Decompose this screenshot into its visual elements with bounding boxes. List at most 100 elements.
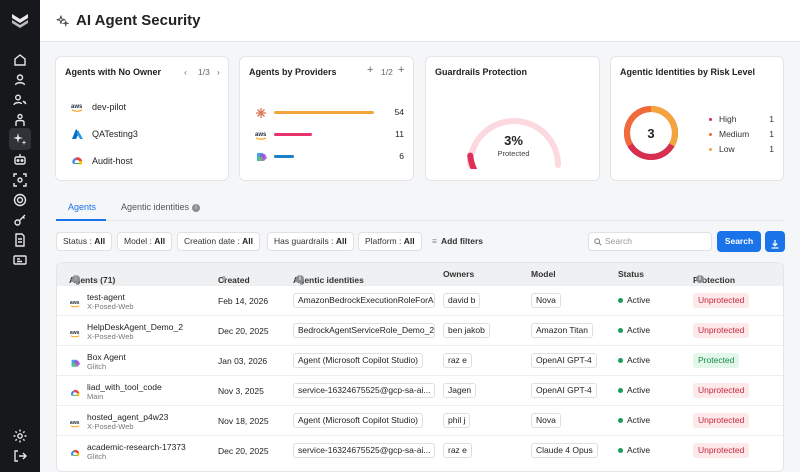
search-icon	[594, 238, 602, 246]
card-guardrails: Guardrails Protection 3% Protected	[425, 56, 600, 181]
robot-icon[interactable]	[12, 152, 28, 168]
owner-chip[interactable]: phil j	[443, 413, 471, 428]
app-logo-icon[interactable]	[10, 10, 30, 30]
sort-icon[interactable]: ⇕	[72, 276, 78, 283]
page-title: AI Agent Security	[76, 12, 201, 29]
svg-text:aws: aws	[71, 104, 83, 110]
radar-icon[interactable]	[12, 192, 28, 208]
status-badge: Active	[618, 415, 650, 425]
filter-model[interactable]: Model : All	[117, 232, 173, 251]
card-title: Guardrails Protection	[435, 67, 528, 77]
owner-chip[interactable]: ben jakob	[443, 323, 490, 338]
provider-count: 6	[399, 151, 404, 161]
home-icon[interactable]	[12, 52, 28, 68]
anthropic-logo-icon	[254, 106, 268, 118]
model-chip: OpenAI GPT-4	[531, 383, 597, 398]
add-icon[interactable]: +	[367, 64, 374, 76]
agent-name[interactable]: test-agent	[87, 292, 125, 302]
owner-chip[interactable]: Jagen	[443, 383, 477, 398]
document-icon[interactable]	[12, 232, 28, 248]
provider-bar	[274, 110, 374, 114]
status-dot	[618, 447, 623, 453]
protection-badge: Unprotected	[693, 323, 750, 338]
table-row[interactable]: Box Agent Glitch Jan 03, 2026 Agent (Mic…	[57, 345, 783, 375]
search-input[interactable]: Search	[588, 232, 712, 251]
prev-page-icon[interactable]: ‹	[184, 67, 187, 77]
identity-chip[interactable]: Agent (Microsoft Copilot Studio)	[293, 353, 423, 368]
status-dot	[618, 297, 623, 303]
filter-lines-icon: ≡	[432, 236, 437, 246]
agent-name[interactable]: academic-research-17373	[87, 442, 186, 452]
logout-icon[interactable]	[12, 448, 28, 464]
protection-badge: Unprotected	[693, 293, 750, 308]
download-icon[interactable]	[765, 231, 785, 252]
list-item[interactable]: QATesting3	[70, 127, 138, 141]
legend-medium: Medium 1	[709, 129, 774, 139]
table-row[interactable]: academic-research-17373 Glitch Dec 20, 2…	[57, 435, 783, 465]
person-icon[interactable]	[12, 112, 28, 128]
filter-status[interactable]: Status : All	[56, 232, 113, 251]
provider-count: 54	[394, 107, 404, 117]
user-key-icon[interactable]	[12, 92, 28, 108]
info-icon: i	[192, 203, 201, 212]
card-no-owner: Agents with No Owner ‹ 1/3 › aws dev-pil…	[55, 56, 229, 181]
table-row[interactable]: liad_with_tool_code Main Nov 3, 2025 ser…	[57, 375, 783, 405]
agent-name[interactable]: HelpDeskAgent_Demo_2	[87, 322, 183, 332]
filter-platform[interactable]: Platform : All	[358, 232, 422, 251]
identity-chip[interactable]: service-16324675525@gcp-sa-ai...	[293, 383, 435, 398]
add-icon[interactable]: +	[398, 64, 405, 76]
agent-platform: X-Posed-Web	[87, 422, 134, 431]
agent-name[interactable]: hosted_agent_p4w23	[87, 412, 169, 422]
tab-agents[interactable]: Agents	[68, 202, 97, 212]
search-button[interactable]: Search	[717, 231, 761, 252]
owner-chip[interactable]: raz e	[443, 353, 472, 368]
next-page-icon[interactable]: ›	[217, 67, 220, 77]
identity-chip[interactable]: service-16324675525@gcp-sa-ai...	[293, 443, 435, 458]
aws-logo-icon: aws	[69, 415, 81, 427]
list-item[interactable]: aws dev-pilot	[71, 102, 127, 112]
agent-name[interactable]: liad_with_tool_code	[87, 382, 162, 392]
add-filters-button[interactable]: ≡ Add filters	[432, 236, 483, 246]
risk-donut	[624, 106, 678, 160]
ai-sparkle-icon[interactable]	[9, 128, 31, 150]
pager: 1/3	[198, 67, 210, 77]
agent-platform: Glitch	[87, 362, 107, 371]
list-item[interactable]: Audit-host	[70, 154, 133, 168]
identity-chip[interactable]: BedrockAgentServiceRole_Demo_2	[293, 323, 435, 338]
id-card-icon[interactable]	[12, 252, 28, 268]
settings-gear-icon[interactable]	[12, 428, 28, 444]
model-chip: Nova	[531, 293, 561, 308]
owner-chip[interactable]: david b	[443, 293, 481, 308]
card-title: Agents by Providers	[249, 67, 337, 77]
guardrails-label: Protected	[497, 149, 530, 158]
owner-chip[interactable]: raz e	[443, 443, 472, 458]
table-row[interactable]: aws test-agent X-Posed-Web Feb 14, 2026 …	[57, 285, 783, 315]
filter-creation-date[interactable]: Creation date : All	[177, 232, 261, 251]
model-chip: Claude 4 Opus	[531, 443, 598, 458]
sparkle-icon	[56, 14, 70, 28]
table-header: Agents (71) i ⇕ Created ⇕ Agentic identitie…	[57, 263, 783, 285]
col-status: Status	[618, 269, 644, 279]
info-icon: i	[296, 275, 304, 283]
key-icon[interactable]	[12, 212, 28, 228]
user-icon[interactable]	[12, 72, 28, 88]
sort-icon[interactable]: ⇕	[221, 276, 227, 283]
status-badge: Active	[618, 355, 650, 365]
gcp-logo-icon	[69, 445, 81, 457]
provider-row: 54	[254, 106, 404, 118]
tab-agentic-identities[interactable]: Agentic identities i	[121, 202, 201, 212]
agent-name[interactable]: Box Agent	[87, 352, 126, 362]
col-owners: Owners	[443, 269, 475, 279]
guardrails-gauge	[467, 118, 561, 169]
identity-chip[interactable]: Agent (Microsoft Copilot Studio)	[293, 413, 423, 428]
table-row[interactable]: aws HelpDeskAgent_Demo_2 X-Posed-Web Dec…	[57, 315, 783, 345]
identity-chip[interactable]: AmazonBedrockExecutionRoleForA...	[293, 293, 435, 308]
svg-text:aws: aws	[70, 420, 80, 426]
status-dot	[618, 417, 623, 423]
created-date: Jan 03, 2026	[218, 356, 268, 366]
scan-icon[interactable]	[12, 172, 28, 188]
table-row[interactable]: aws hosted_agent_p4w23 X-Posed-Web Nov 1…	[57, 405, 783, 435]
guardrails-percent: 3%	[504, 133, 523, 148]
pager: 1/2	[381, 67, 393, 77]
filter-guardrails[interactable]: Has guardrails : All	[267, 232, 354, 251]
